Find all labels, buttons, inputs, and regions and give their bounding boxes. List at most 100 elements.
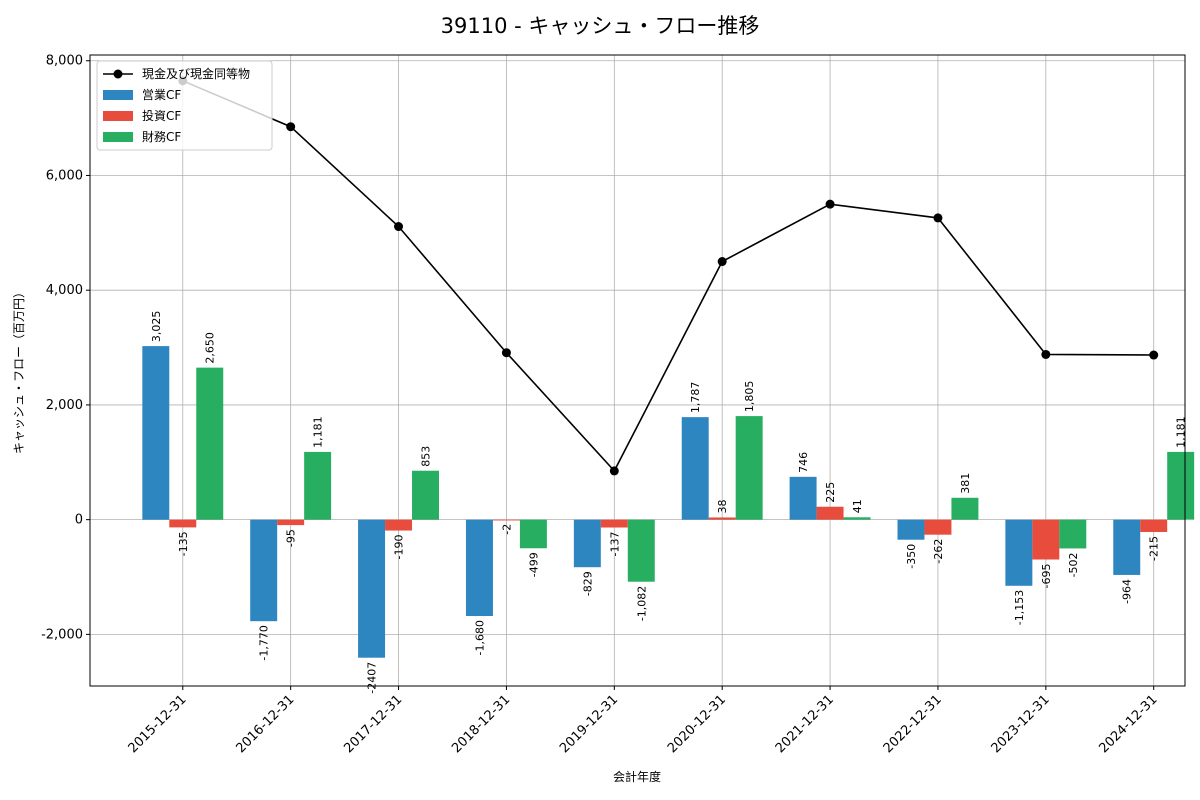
- bar: [169, 519, 197, 528]
- y-axis-label: キャッシュ・フロー（百万円）: [12, 286, 26, 454]
- x-tick-label: 2022-12-31: [881, 692, 945, 756]
- chart-title: 39110 - キャッシュ・フロー推移: [441, 14, 760, 38]
- y-tick-label: 6,000: [46, 168, 83, 183]
- bar-data-label: 2,650: [204, 332, 217, 364]
- bar: [735, 416, 763, 520]
- bar: [1167, 451, 1195, 520]
- data-labels-layer: 3,025 -1,770 -2407 -1,680 -829 1,787 746 -350 -1…: [150, 311, 1188, 694]
- bar-data-label: -964: [1121, 579, 1134, 604]
- bar: [816, 506, 844, 520]
- legend-label: 営業CF: [142, 88, 181, 102]
- x-tick-label: 2019-12-31: [557, 692, 621, 756]
- bar-data-label: 225: [824, 482, 837, 503]
- bar-data-label: 1,181: [1175, 416, 1188, 448]
- cash-point: [933, 213, 943, 223]
- cash-point: [501, 348, 511, 358]
- bar: [196, 367, 224, 520]
- legend-box: [96, 60, 273, 151]
- y-tick-label: 4,000: [46, 283, 83, 298]
- bar: [1032, 519, 1060, 560]
- cash-point: [717, 257, 727, 267]
- legend-label: 現金及び現金同等物: [142, 66, 250, 81]
- bar: [492, 519, 520, 521]
- bar-data-label: -135: [177, 531, 190, 556]
- bar: [358, 519, 386, 658]
- bar: [304, 451, 332, 520]
- bar-data-label: -2: [500, 524, 513, 535]
- y-tick-label: -2,000: [41, 627, 83, 642]
- bar: [627, 519, 655, 582]
- line-layer: [178, 76, 1159, 476]
- bar: [1113, 519, 1141, 575]
- bar: [412, 470, 439, 520]
- bar-data-label: -95: [285, 529, 298, 547]
- x-tick-label: 2023-12-31: [989, 692, 1053, 756]
- bar-data-label: 1,805: [743, 381, 756, 413]
- cash-line: [182, 80, 1154, 473]
- bar-data-label: -262: [932, 539, 945, 564]
- cash-point: [394, 222, 404, 232]
- cash-point: [825, 199, 835, 209]
- y-tick-label: 8,000: [46, 54, 83, 69]
- x-tick-label: 2024-12-31: [1097, 692, 1161, 756]
- bar-data-label: -1,153: [1013, 590, 1026, 625]
- bar-data-label: 381: [959, 473, 972, 494]
- bar: [573, 519, 601, 568]
- x-axis-label: 会計年度: [613, 769, 661, 784]
- bars-layer: [142, 346, 1195, 658]
- x-tick-label: 2016-12-31: [233, 692, 297, 756]
- x-tick-label: 2021-12-31: [773, 692, 837, 756]
- grid-layer: [90, 55, 1185, 686]
- bar-data-label: -502: [1067, 552, 1080, 577]
- bar: [519, 519, 547, 549]
- legend-bar-swatch: [103, 90, 133, 100]
- bar-data-label: -695: [1040, 564, 1053, 589]
- bar-data-label: -2407: [366, 662, 379, 694]
- bar: [250, 519, 278, 622]
- bar-data-label: -137: [608, 532, 621, 557]
- x-tick-label: 2017-12-31: [341, 692, 405, 756]
- bar-data-label: -350: [905, 544, 918, 569]
- bar-data-label: 853: [420, 446, 433, 467]
- cash-point: [286, 122, 296, 132]
- bar-data-label: -829: [581, 571, 594, 596]
- bar: [924, 519, 952, 535]
- bar-data-label: -1,082: [635, 586, 648, 621]
- bar: [1140, 519, 1168, 532]
- bar-data-label: -499: [527, 552, 540, 577]
- bar: [897, 519, 925, 540]
- x-tick-label: 2015-12-31: [126, 692, 190, 756]
- bar: [1005, 519, 1033, 586]
- bar-data-label: -215: [1148, 536, 1161, 561]
- legend-marker: [113, 69, 123, 79]
- bar: [1059, 519, 1087, 549]
- bar: [708, 517, 736, 520]
- bar: [789, 476, 817, 520]
- bar-data-label: 3,025: [150, 311, 163, 343]
- bar: [951, 497, 979, 520]
- cash-point: [609, 466, 619, 476]
- bar: [600, 519, 628, 528]
- cash-point: [1041, 349, 1051, 359]
- x-tick-label: 2018-12-31: [449, 692, 513, 756]
- bar-data-label: -1,680: [473, 620, 486, 655]
- bar: [843, 517, 871, 520]
- y-tick-label: 0: [75, 513, 83, 528]
- bar-data-label: -1,770: [258, 625, 271, 660]
- bar-data-label: 38: [716, 499, 729, 513]
- y-tick-label: 2,000: [46, 398, 83, 413]
- legend-label: 投資CF: [142, 108, 181, 123]
- bar: [142, 346, 170, 520]
- bar-data-label: -190: [393, 535, 406, 560]
- plot-frame: [89, 54, 1186, 687]
- x-tick-label: 2020-12-31: [665, 692, 729, 756]
- bar-data-label: 1,787: [689, 382, 702, 414]
- bar: [277, 519, 305, 526]
- legend-label: 財務CF: [142, 129, 181, 144]
- bar: [385, 519, 413, 531]
- bar-data-label: 1,181: [312, 416, 325, 448]
- bar: [681, 417, 709, 520]
- bar: [465, 519, 493, 617]
